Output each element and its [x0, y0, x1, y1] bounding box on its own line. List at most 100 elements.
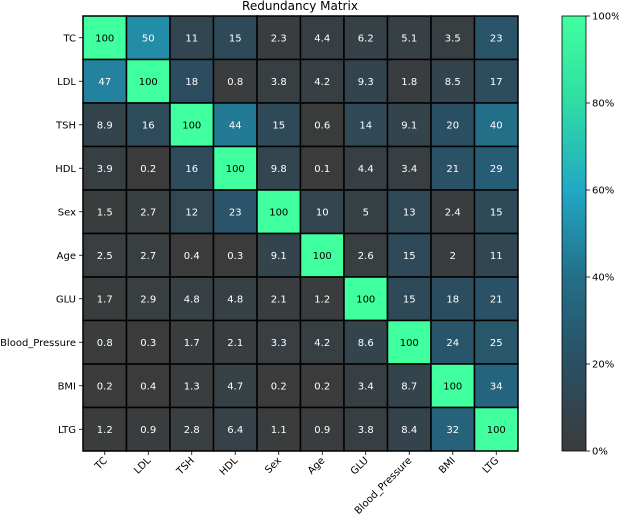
column-tick-label: GLU	[349, 455, 371, 477]
heatmap-cell	[299, 319, 345, 365]
cell-value-label: 2.1	[227, 338, 243, 349]
heatmap-cell	[343, 363, 389, 409]
column-tick-label: HDL	[218, 455, 241, 478]
cell-value-label: 15	[490, 207, 503, 218]
cell-value-label: 1.8	[401, 77, 417, 88]
colorbar-gradient	[561, 15, 587, 452]
heatmap-cells: 100 50 11 15 2.3 4.4 6.2 5.1 3.5 23 47 100 18 0.8 3.8 4…	[82, 15, 519, 452]
heatmap-cell	[256, 363, 302, 409]
column-tick-label: TSH	[174, 455, 197, 478]
heatmap-cell	[386, 406, 432, 452]
cell-value-label: 24	[446, 338, 459, 349]
heatmap-cell	[430, 276, 476, 322]
cell-value-label: 3.8	[358, 425, 374, 436]
cell-value-label: 5.1	[401, 33, 417, 44]
cell-value-label: 1.7	[97, 294, 113, 305]
cell-value-label: 2.8	[184, 425, 200, 436]
cell-value-label: 44	[229, 120, 242, 131]
cell-value-label: 23	[490, 33, 503, 44]
cell-value-label: 100	[313, 251, 332, 262]
heatmap-cell	[473, 319, 519, 365]
cell-value-label: 0.9	[140, 425, 156, 436]
row-tick-label: Blood_Pressure	[0, 338, 76, 349]
cell-value-label: 100	[400, 338, 419, 349]
cell-value-label: 4.2	[314, 338, 330, 349]
heatmap-cell	[169, 232, 215, 278]
heatmap-cell	[386, 276, 432, 322]
heatmap-cell	[299, 15, 345, 61]
heatmap-cell	[256, 406, 302, 452]
cell-value-label: 0.8	[227, 77, 243, 88]
cell-value-label: 100	[356, 294, 375, 305]
heatmap-cell	[125, 58, 171, 104]
heatmap-cell	[430, 363, 476, 409]
cell-value-label: 0.2	[271, 381, 287, 392]
colorbar-tick-label: 100%	[592, 12, 619, 23]
cell-value-label: 0.4	[140, 381, 156, 392]
heatmap-cell	[430, 406, 476, 452]
cell-value-label: 4.4	[358, 164, 374, 175]
heatmap-cell	[473, 58, 519, 104]
cell-value-label: 29	[490, 164, 503, 175]
cell-value-label: 3.8	[271, 77, 287, 88]
heatmap-cell	[430, 102, 476, 148]
cell-value-label: 2.6	[358, 251, 374, 262]
colorbar-tick-label: 80%	[592, 99, 614, 110]
row-tick-labels: TC LDL TSH HDL Sex Age GLU Blood_Pressure BMI LTG	[0, 33, 83, 436]
heatmap-cell	[169, 319, 215, 365]
cell-value-label: 12	[185, 207, 198, 218]
heatmap-cell	[125, 189, 171, 235]
colorbar-tick-label: 20%	[592, 360, 614, 371]
cell-value-label: 0.2	[314, 381, 330, 392]
heatmap-cell	[212, 276, 258, 322]
heatmap-cell	[386, 363, 432, 409]
cell-value-label: 15	[272, 120, 285, 131]
cell-value-label: 1.1	[271, 425, 287, 436]
cell-value-label: 2	[450, 251, 456, 262]
heatmap-cell	[212, 232, 258, 278]
cell-value-label: 16	[185, 164, 198, 175]
cell-value-label: 100	[443, 381, 462, 392]
column-tick-label: Sex	[263, 455, 284, 476]
row-tick-label: Age	[57, 251, 76, 262]
heatmap-cell	[386, 319, 432, 365]
heatmap-cell	[343, 145, 389, 191]
cell-value-label: 20	[446, 120, 459, 131]
heatmap-cell	[473, 276, 519, 322]
cell-value-label: 21	[490, 294, 503, 305]
heatmap-cell	[343, 58, 389, 104]
cell-value-label: 3.4	[358, 381, 374, 392]
cell-value-label: 15	[229, 33, 242, 44]
cell-value-label: 0.2	[140, 164, 156, 175]
cell-value-label: 100	[226, 164, 245, 175]
cell-value-label: 18	[185, 77, 198, 88]
cell-value-label: 2.3	[271, 33, 287, 44]
colorbar-tick-label: 60%	[592, 186, 614, 197]
heatmap-cell	[82, 406, 128, 452]
cell-value-label: 8.5	[445, 77, 461, 88]
heatmap-cell	[343, 102, 389, 148]
cell-value-label: 3.3	[271, 338, 287, 349]
cell-value-label: 16	[142, 120, 155, 131]
cell-value-label: 21	[446, 164, 459, 175]
cell-value-label: 1.2	[97, 425, 113, 436]
cell-value-label: 0.9	[314, 425, 330, 436]
heatmap-cell	[386, 15, 432, 61]
cell-value-label: 5	[363, 207, 369, 218]
cell-value-label: 14	[359, 120, 372, 131]
cell-value-label: 2.9	[140, 294, 156, 305]
cell-value-label: 0.8	[97, 338, 113, 349]
cell-value-label: 100	[95, 33, 114, 44]
heatmap-cell	[82, 276, 128, 322]
cell-value-label: 15	[403, 294, 416, 305]
heatmap-cell	[212, 58, 258, 104]
heatmap-cell	[212, 319, 258, 365]
heatmap-cell	[299, 406, 345, 452]
row-tick-label: TC	[62, 33, 76, 44]
heatmap-cell	[430, 58, 476, 104]
cell-value-label: 2.7	[140, 251, 156, 262]
cell-value-label: 40	[490, 120, 503, 131]
row-tick-label: LDL	[57, 77, 76, 88]
column-tick-label: TC	[93, 455, 110, 472]
